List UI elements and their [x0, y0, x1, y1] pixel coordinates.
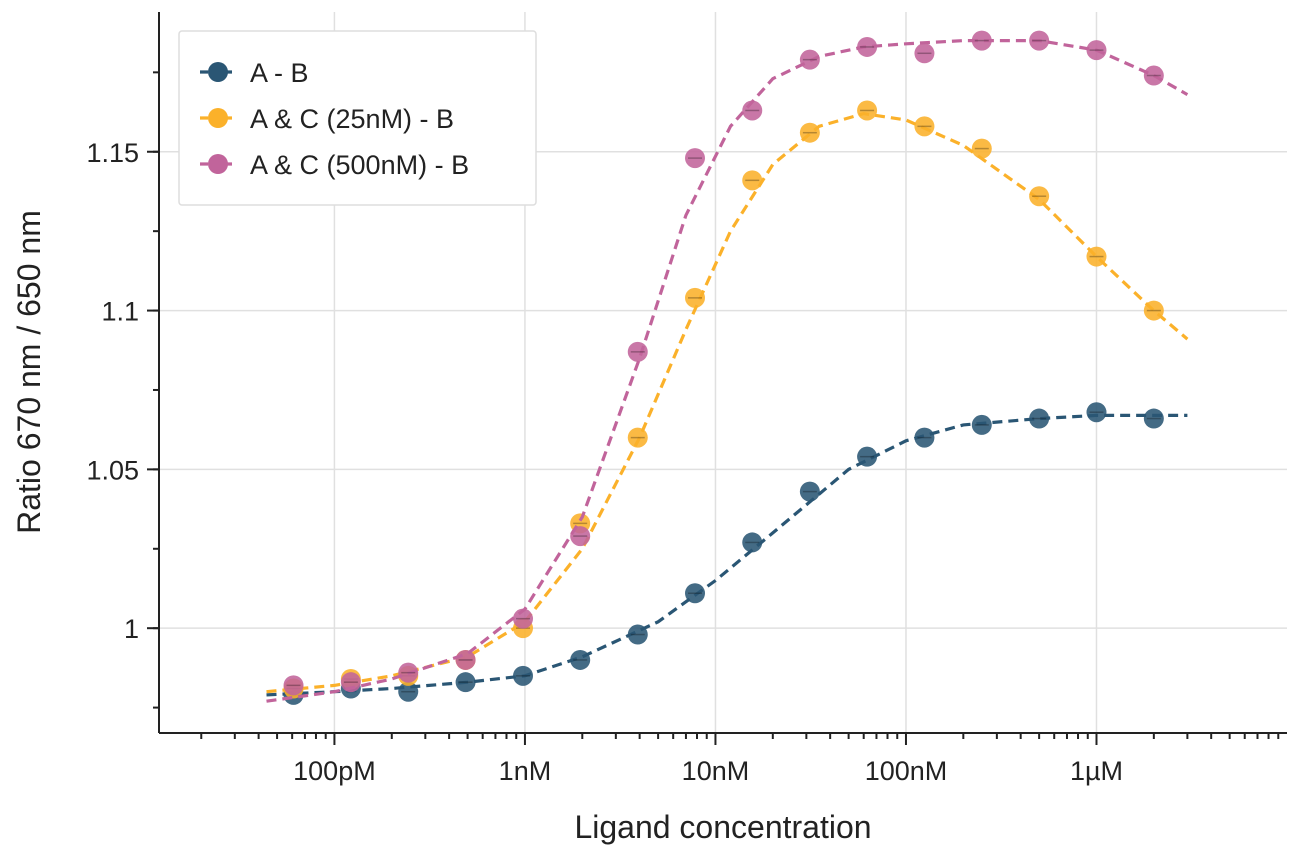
legend-marker	[208, 154, 228, 174]
y-tick-label: 1.15	[86, 138, 139, 168]
data-point	[1029, 30, 1050, 51]
data-point	[1086, 40, 1107, 61]
data-point	[1086, 246, 1107, 267]
data-point	[742, 100, 763, 121]
legend-entry: A & C (25nM) - B	[200, 104, 454, 134]
data-point	[971, 414, 992, 435]
data-point	[799, 49, 820, 70]
data-point	[513, 665, 534, 686]
x-tick-label: 100pM	[293, 756, 376, 786]
legend-marker	[208, 108, 228, 128]
legend-box	[178, 30, 537, 206]
legend-entry: A - B	[200, 58, 309, 88]
data-point	[799, 122, 820, 143]
data-point	[283, 675, 304, 696]
data-point	[513, 608, 534, 629]
y-tick-label: 1.05	[86, 455, 139, 485]
x-tick-label: 100nM	[865, 756, 948, 786]
data-point	[742, 170, 763, 191]
data-point	[1143, 65, 1164, 86]
data-point	[627, 624, 648, 645]
data-point	[914, 427, 935, 448]
data-series	[266, 30, 1189, 705]
ticks: 100pM 1nM 10nM 100nM 1µM 1 1.05 1.1 1.15	[86, 71, 1280, 786]
data-point	[799, 481, 820, 502]
legend-entry: A & C (500nM) - B	[200, 150, 469, 180]
data-point	[914, 116, 935, 137]
fit-curve	[266, 413, 1188, 697]
y-tick-label: 1.1	[101, 297, 139, 327]
series-3	[266, 30, 1189, 703]
data-point	[398, 662, 419, 683]
data-point	[857, 36, 878, 57]
data-point	[1086, 402, 1107, 423]
x-tick-label: 1µM	[1070, 756, 1123, 786]
data-point	[455, 672, 476, 693]
legend-marker	[208, 62, 228, 82]
data-point	[570, 649, 591, 670]
data-point	[971, 138, 992, 159]
x-axis-title: Ligand concentration	[574, 809, 871, 845]
legend-label: A & C (500nM) - B	[250, 150, 469, 180]
data-point	[340, 672, 361, 693]
data-point	[627, 341, 648, 362]
data-point	[398, 681, 419, 702]
data-point	[570, 526, 591, 547]
data-point	[1143, 300, 1164, 321]
data-point	[914, 43, 935, 64]
fit-curve	[266, 111, 1189, 694]
data-point	[685, 287, 706, 308]
data-point	[857, 100, 878, 121]
legend: A - B A & C (25nM) - B A & C (500nM) - B	[178, 30, 537, 206]
data-point	[857, 446, 878, 467]
y-tick-label: 1	[124, 614, 139, 644]
data-point	[1029, 408, 1050, 429]
axes	[158, 12, 1287, 734]
legend-label: A - B	[250, 58, 309, 88]
data-point	[455, 649, 476, 670]
x-tick-label: 1nM	[499, 756, 552, 786]
data-point	[971, 30, 992, 51]
series-1	[266, 402, 1188, 705]
x-tick-label: 10nM	[682, 756, 750, 786]
data-point	[685, 583, 706, 604]
data-point	[627, 427, 648, 448]
y-axis-title: Ratio 670 nm / 650 nm	[11, 210, 47, 534]
legend-label: A & C (25nM) - B	[250, 104, 454, 134]
data-point	[1143, 408, 1164, 429]
data-point	[1029, 186, 1050, 207]
data-point	[742, 532, 763, 553]
data-point	[685, 148, 706, 169]
